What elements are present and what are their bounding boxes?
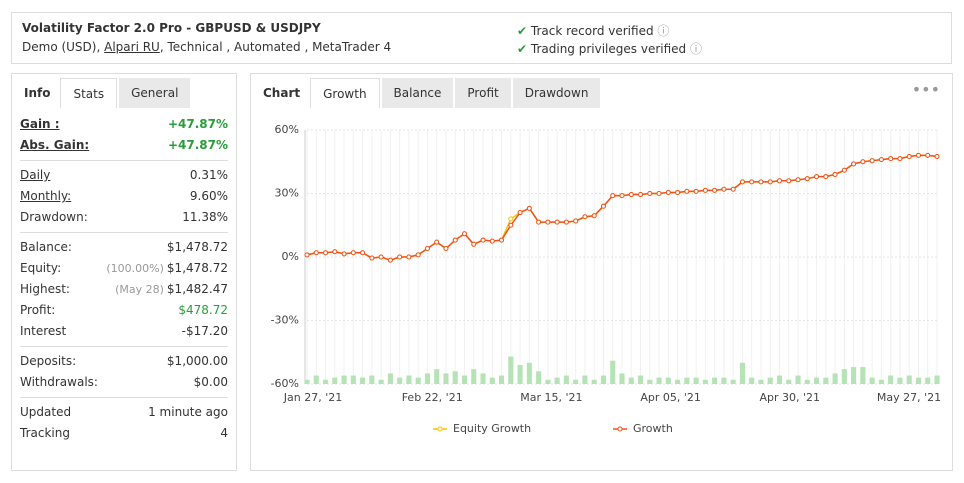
stat-row: Equity: (100.00%) $1,478.72 [20,258,228,279]
stat-value: $1,478.72 [167,237,228,258]
stat-value: $1,000.00 [167,351,228,372]
tab[interactable]: Balance [381,78,454,108]
verify-text: Track record verified [530,24,654,38]
stat-value: +47.87% [168,135,228,156]
stat-label: Drawdown: [20,210,88,224]
stat-value: -$17.20 [182,321,228,342]
value: +47.87% [167,138,228,152]
stat-value: +47.87% [168,114,228,135]
verify-1: ✔ Track record verified ⓘ [517,24,670,38]
stat-value: 9.60% [190,186,228,207]
stat-value: $478.72 [178,300,228,321]
stat-value: 1 minute ago [148,402,228,423]
stat-row: Drawdown: 11.38% [20,207,228,228]
header: Volatility Factor 2.0 Pro - GBPUSD & USD… [11,12,952,64]
value: +47.87% [167,117,228,131]
stat-label: Updated [20,405,72,419]
stat-group: Daily 0.31% Monthly: 9.60% Drawdown: 11.38% [20,161,228,233]
stat-group: Balance: $1,478.72 Equity: (100.00%) $1,478.… [20,233,228,347]
stat-row: Profit: $478.72 [20,300,228,321]
stat-row: Abs. Gain: +47.87% [20,135,228,156]
stat-label: Equity: [20,261,62,275]
stat-value: $0.00 [194,372,228,393]
stat-group: Updated 1 minute ago Tracking 4 [20,398,228,448]
value: $0.00 [193,375,228,389]
stat-group: Deposits: $1,000.00 Withdrawals: $0.00 [20,347,228,398]
details: , Technical , Automated , MetaTrader 4 [159,40,392,54]
value: $1,478.72 [166,261,228,275]
stat-label: Monthly: [20,189,72,203]
account: Demo (USD), [22,40,101,54]
stat-note: (May 28) [115,283,164,296]
value: 11.38% [182,210,228,224]
stat-row: Tracking 4 [20,423,228,444]
stat-row: Balance: $1,478.72 [20,237,228,258]
stat-group: Gain : +47.87% Abs. Gain: +47.87% [20,110,228,161]
stat-label: Tracking [20,426,70,440]
value: 9.60% [189,189,228,203]
value: 1 minute ago [148,405,228,419]
title: Volatility Factor 2.0 Pro - GBPUSD & USD… [22,21,321,35]
stat-value: 4 [220,423,228,444]
value: -$17.20 [181,324,228,338]
stat-label: Balance: [20,240,72,254]
tabs: Info Stats General [16,78,192,108]
stat-row: Monthly: 9.60% [20,186,228,207]
stat-value: (May 28) $1,482.47 [115,279,228,300]
stat-row: Interest -$17.20 [20,321,228,342]
chart-panel: Chart Growth Balance Profit Drawdown ••• [250,73,953,471]
stat-row: Gain : +47.87% [20,114,228,135]
tabs: Chart Growth Balance Profit Drawdown [255,78,602,108]
tab[interactable]: Growth [310,78,380,108]
stat-note: (100.00%) [106,262,164,275]
stat-row: Deposits: $1,000.00 [20,351,228,372]
stat-value: 0.31% [190,165,228,186]
stat-label: Gain : [20,117,60,131]
stat-label: Profit: [20,303,56,317]
broker-link[interactable]: Alpari RU [104,40,160,54]
stats: Gain : +47.87% Abs. Gain: +47.87% Daily 0.31%… [20,110,228,448]
stat-label: Abs. Gain: [20,138,90,152]
tab[interactable]: Stats [60,78,118,108]
value: $1,000.00 [166,354,228,368]
tab: Info [16,78,59,108]
value: 4 [220,426,228,440]
stat-label: Withdrawals: [20,375,98,389]
stat-value: 11.38% [182,207,228,228]
stat-row: Daily 0.31% [20,165,228,186]
value: $1,482.47 [166,282,228,296]
stat-label: Highest: [20,282,70,296]
value: 0.31% [189,168,228,182]
value: $478.72 [178,303,228,317]
stat-label: Deposits: [20,354,77,368]
verify-text: Trading privileges verified [530,42,687,56]
stat-label: Daily [20,168,51,182]
tab: Chart [255,78,309,108]
stat-row: Updated 1 minute ago [20,402,228,423]
stat-value: (100.00%) $1,478.72 [106,258,228,279]
subtitle: Demo (USD), Alpari RU, Technical , Autom… [22,40,391,54]
verify-2: ✔ Trading privileges verified ⓘ [517,42,702,56]
value: $1,478.72 [166,240,228,254]
stat-row: Highest: (May 28) $1,482.47 [20,279,228,300]
tab[interactable]: Profit [455,78,511,108]
stat-label: Interest [20,324,67,338]
stats-panel: Info Stats General Gain : +47.87% Abs. Gain:… [11,73,237,471]
tab[interactable]: General [119,78,191,108]
stat-row: Withdrawals: $0.00 [20,372,228,393]
menu[interactable]: ••• [911,80,940,99]
tab[interactable]: Drawdown [512,78,601,108]
